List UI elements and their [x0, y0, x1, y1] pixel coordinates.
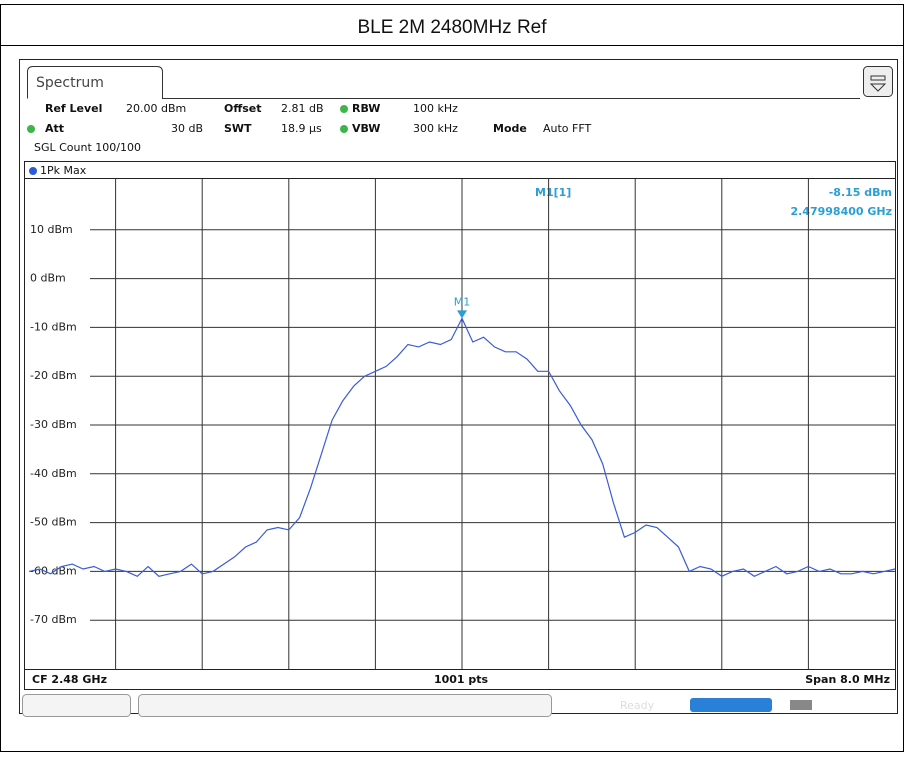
trace — [28, 317, 896, 578]
setting-label: Ref Level — [45, 102, 102, 115]
tab-label[interactable]: Spectrum — [36, 75, 104, 91]
span: Span 8.0 MHz — [805, 673, 890, 686]
setting-label: RBW — [352, 102, 380, 115]
status-ready: Ready — [620, 699, 655, 712]
window-icon[interactable] — [863, 66, 893, 97]
setting-label: VBW — [352, 122, 380, 135]
page-title: BLE 2M 2480MHz Ref — [357, 17, 547, 38]
y-tick-label: -30 dBm — [30, 418, 77, 431]
setting-label: Offset — [224, 102, 262, 115]
status-dot — [27, 125, 35, 133]
setting-label: SWT — [224, 122, 252, 135]
marker — [457, 310, 467, 319]
sweep-count: SGL Count 100/100 — [34, 141, 141, 154]
trace-dot — [29, 167, 37, 175]
setting-value: 30 dB — [171, 122, 203, 135]
plot: 10 dBm 0 dBm -10 dBm -20 dBm -30 dBm -40 dBm -… — [28, 179, 896, 669]
y-tick-label: -10 dBm — [30, 320, 77, 333]
y-tick-label: 0 dBm — [30, 272, 66, 285]
setting-value: 300 kHz — [413, 122, 458, 135]
y-tick-label: -60 dBm — [30, 564, 77, 577]
marker-frequency: 2.47998400 GHz — [790, 205, 892, 218]
y-tick-label: -70 dBm — [30, 613, 77, 626]
lxi-logo — [790, 700, 812, 710]
points: 1001 pts — [434, 673, 489, 686]
y-tick-label: 10 dBm — [30, 223, 73, 236]
marker-label: M1[1] — [535, 186, 571, 199]
progress-bar — [690, 698, 772, 712]
message-box — [138, 694, 552, 717]
softkey[interactable] — [22, 694, 131, 717]
marker-name: M1 — [454, 295, 471, 308]
center-frequency: CF 2.48 GHz — [32, 673, 107, 686]
setting-label: Att — [45, 122, 64, 135]
setting-value: 2.81 dB — [281, 102, 324, 115]
tab[interactable] — [27, 66, 163, 99]
setting-label: Mode — [493, 122, 527, 135]
y-tick-label: -50 dBm — [30, 516, 77, 529]
setting-value: 18.9 µs — [281, 122, 322, 135]
setting-value: 20.00 dBm — [126, 102, 186, 115]
status-dot — [340, 125, 348, 133]
status-dot — [340, 105, 348, 113]
setting-value: Auto FFT — [543, 122, 591, 135]
marker-value: -8.15 dBm — [829, 186, 892, 199]
trace-label: 1Pk Max — [40, 164, 87, 177]
y-tick-label: -20 dBm — [30, 369, 77, 382]
window-icon-glyph — [869, 75, 887, 92]
setting-value: 100 kHz — [413, 102, 458, 115]
y-tick-label: -40 dBm — [30, 467, 77, 480]
